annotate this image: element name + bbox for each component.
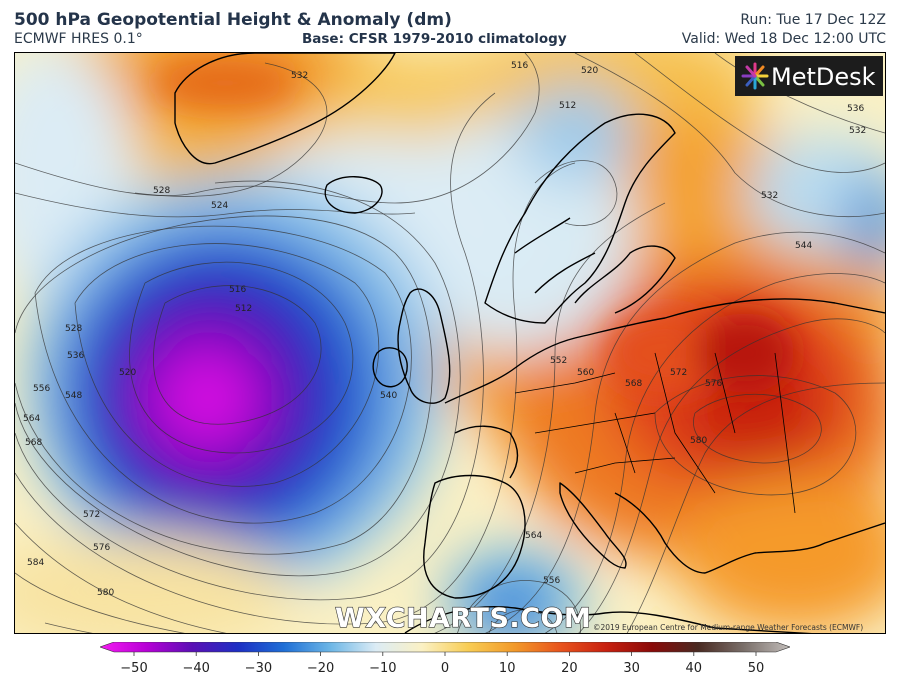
baltic-coast: [574, 245, 676, 314]
colorbar-tick-label: 20: [561, 661, 578, 676]
colorbar-tick-label: 30: [623, 661, 640, 676]
iceland-coast: [324, 176, 383, 214]
contour-label: 572: [83, 510, 100, 520]
france-coast: [454, 425, 519, 479]
contour-label: 532: [291, 71, 308, 81]
contour-label: 556: [33, 384, 50, 394]
anomaly-colorbar: −50 −40 −30 −20 −10 0 10 20 30 40 50: [99, 641, 791, 688]
contour-label: 528: [65, 324, 82, 334]
colorbar-tick-label: 0: [441, 661, 449, 676]
colorbar-tick-label: −50: [120, 661, 147, 676]
contour-labels: 532 528 524 516 512 520 528 536 548 556 …: [23, 61, 866, 598]
coastlines: [174, 53, 885, 633]
colorbar-tick-label: −30: [245, 661, 272, 676]
run-time-label: Run: Tue 17 Dec 12Z: [740, 12, 886, 28]
contour-label: 576: [705, 379, 722, 389]
contour-label: 564: [525, 531, 542, 541]
colorbar-tick-label: 10: [499, 661, 516, 676]
colorbar-tick-label: −20: [307, 661, 334, 676]
continent-coast: [444, 298, 885, 404]
balkans-coast: [614, 492, 885, 574]
contour-label: 572: [670, 368, 687, 378]
contour-label: 528: [153, 186, 170, 196]
colorbar-tick-label: 40: [686, 661, 703, 676]
contour-label: 580: [690, 436, 707, 446]
watermark: WXCHARTS.COM: [335, 603, 591, 633]
ireland-coast: [372, 347, 408, 388]
british-isles-coast: [397, 288, 451, 404]
contour-label: 532: [761, 191, 778, 201]
contour-label: 564: [23, 414, 40, 424]
contour-label: 540: [380, 391, 397, 401]
norway-inner: [514, 217, 596, 294]
logo-burst-icon: [741, 62, 769, 90]
height-contours: [15, 53, 885, 633]
contour-label: 516: [229, 285, 246, 295]
metdesk-logo: MetDesk: [735, 56, 883, 96]
logo-text: MetDesk: [771, 63, 876, 91]
contour-label: 584: [27, 558, 44, 568]
colorbar-gradient: [99, 641, 791, 653]
contour-label: 568: [625, 379, 642, 389]
contour-label: 544: [795, 241, 812, 251]
contour-label: 536: [67, 351, 84, 361]
contour-label: 548: [65, 391, 82, 401]
contour-label: 520: [119, 368, 136, 378]
scandinavia-coast: [484, 113, 676, 324]
greenland-coast: [174, 53, 396, 165]
colorbar-tick-label: −40: [182, 661, 209, 676]
contour-label: 568: [25, 438, 42, 448]
borders: [514, 352, 796, 514]
colorbar-tick-label: −10: [369, 661, 396, 676]
contour-label: 512: [235, 304, 252, 314]
contour-label: 580: [97, 588, 114, 598]
copyright: ©2019 European Centre for Medium-range W…: [593, 623, 863, 632]
contour-label: 576: [93, 543, 110, 553]
model-label: ECMWF HRES 0.1°: [14, 31, 143, 47]
contour-label: 516: [511, 61, 528, 71]
contour-label: 552: [550, 356, 567, 366]
contour-label: 560: [577, 368, 594, 378]
valid-time-label: Valid: Wed 18 Dec 12:00 UTC: [681, 31, 886, 47]
anomaly-map[interactable]: 532 528 524 516 512 520 528 536 548 556 …: [14, 52, 886, 634]
contour-label: 512: [559, 101, 576, 111]
italy-coast: [559, 482, 627, 569]
chart-title: 500 hPa Geopotential Height & Anomaly (d…: [14, 10, 452, 30]
iberia-coast: [423, 474, 526, 599]
contour-label: 556: [543, 576, 560, 586]
contour-label: 520: [581, 66, 598, 76]
climatology-base-label: Base: CFSR 1979-2010 climatology: [302, 31, 567, 47]
contour-label: 524: [211, 201, 228, 211]
contour-label: 536: [847, 104, 864, 114]
contour-label: 532: [849, 126, 866, 136]
africa-coast: [404, 606, 812, 633]
anomaly-field: [15, 53, 885, 633]
colorbar-tick-label: 50: [748, 661, 765, 676]
